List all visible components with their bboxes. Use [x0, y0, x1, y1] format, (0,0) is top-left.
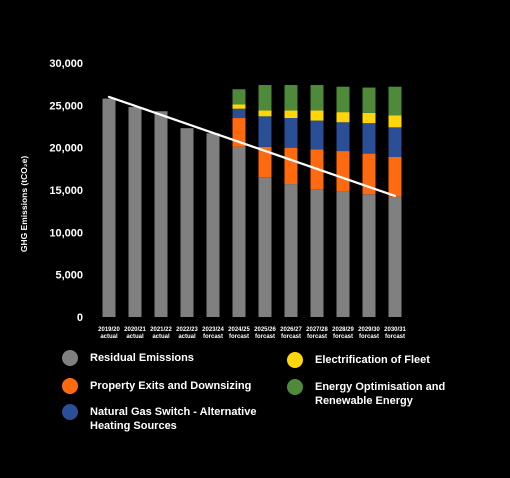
- bar-electrification-of-fleet-2025-26: [258, 110, 272, 117]
- bar-energy-optimisation-and-renewable-energy-2024-25: [232, 89, 246, 105]
- x-tick-label-status: forcast: [307, 334, 327, 340]
- bar-property-exits-and-downsizing-2026-27: [284, 147, 298, 185]
- bar-electrification-of-fleet-2027-28: [310, 110, 324, 121]
- bar-residual-emissions-2020-21: [128, 107, 142, 317]
- bar-natural-gas-switch-alternative-heating-sources-2028-29: [336, 122, 350, 152]
- x-tick-label-year: 2021/22: [150, 327, 172, 333]
- y-tick-label: 0: [77, 312, 83, 324]
- y-tick-label: 20,000: [49, 143, 83, 155]
- y-axis-ticks: 0 5,000 10,000 15,000 20,000 25,000 30,000: [49, 58, 83, 324]
- bar-residual-emissions-2026-27: [284, 184, 298, 317]
- bar-electrification-of-fleet-2030-31: [388, 115, 402, 128]
- x-tick-label-year: 2025/26: [254, 327, 276, 333]
- bar-electrification-of-fleet-2028-29: [336, 112, 350, 123]
- x-tick-label-status: forcast: [203, 334, 223, 340]
- bar-property-exits-and-downsizing-2025-26: [258, 146, 272, 178]
- x-tick-label-status: actual: [178, 334, 196, 340]
- x-axis-ticks: 2019/20actual2020/21actual2021/22actual2…: [98, 327, 406, 340]
- x-tick-label-status: forcast: [385, 334, 405, 340]
- bar-residual-emissions-2019-20: [102, 98, 116, 317]
- x-tick-label-year: 2026/27: [280, 327, 302, 333]
- x-tick-label-status: forcast: [229, 334, 249, 340]
- x-tick-label-status: forcast: [333, 334, 353, 340]
- bar-residual-emissions-2023-24: [206, 133, 220, 317]
- x-tick-label-status: actual: [100, 334, 118, 340]
- bar-natural-gas-switch-alternative-heating-sources-2029-30: [362, 123, 376, 154]
- x-tick-label-year: 2028/29: [332, 327, 354, 333]
- x-tick-label-year: 2022/23: [176, 327, 198, 333]
- bar-residual-emissions-2027-28: [310, 189, 324, 317]
- bar-natural-gas-switch-alternative-heating-sources-2026-27: [284, 118, 298, 148]
- x-tick-label-status: actual: [152, 334, 170, 340]
- x-tick-label-year: 2019/20: [98, 327, 120, 333]
- bar-residual-emissions-2029-30: [362, 194, 376, 317]
- y-tick-label: 5,000: [55, 270, 83, 282]
- bar-residual-emissions-2025-26: [258, 177, 272, 317]
- bar-residual-emissions-2030-31: [388, 196, 402, 317]
- bar-electrification-of-fleet-2024-25: [232, 104, 246, 109]
- bars-group: [102, 85, 402, 317]
- bar-energy-optimisation-and-renewable-energy-2030-31: [388, 86, 402, 116]
- x-tick-label-status: forcast: [255, 334, 275, 340]
- y-tick-label: 15,000: [49, 185, 83, 197]
- bar-property-exits-and-downsizing-2029-30: [362, 153, 376, 195]
- trend-line: [107, 95, 397, 198]
- x-tick-label-year: 2020/21: [124, 327, 146, 333]
- x-tick-label-year: 2023/24: [202, 327, 224, 333]
- x-tick-label-year: 2029/30: [358, 327, 380, 333]
- bar-natural-gas-switch-alternative-heating-sources-2025-26: [258, 116, 272, 147]
- bar-energy-optimisation-and-renewable-energy-2025-26: [258, 85, 272, 111]
- x-tick-label-year: 2027/28: [306, 327, 328, 333]
- x-tick-label-status: forcast: [359, 334, 379, 340]
- y-tick-label: 10,000: [49, 227, 83, 239]
- bar-energy-optimisation-and-renewable-energy-2029-30: [362, 87, 376, 113]
- bar-property-exits-and-downsizing-2030-31: [388, 156, 402, 197]
- bar-electrification-of-fleet-2029-30: [362, 112, 376, 124]
- y-tick-label: 25,000: [49, 100, 83, 112]
- bar-energy-optimisation-and-renewable-energy-2028-29: [336, 86, 350, 113]
- bar-residual-emissions-2021-22: [154, 111, 168, 317]
- x-tick-label-year: 2024/25: [228, 327, 250, 333]
- bar-residual-emissions-2022-23: [180, 128, 194, 317]
- bar-energy-optimisation-and-renewable-energy-2027-28: [310, 85, 324, 111]
- x-tick-label-year: 2030/31: [384, 327, 406, 333]
- bar-electrification-of-fleet-2026-27: [284, 110, 298, 119]
- bar-natural-gas-switch-alternative-heating-sources-2027-28: [310, 120, 324, 150]
- y-tick-label: 30,000: [49, 58, 83, 70]
- bar-natural-gas-switch-alternative-heating-sources-2030-31: [388, 127, 402, 157]
- bar-residual-emissions-2028-29: [336, 191, 350, 317]
- bar-property-exits-and-downsizing-2028-29: [336, 151, 350, 192]
- y-axis-label: GHG Emissions (tCO₂e): [19, 156, 29, 253]
- bar-natural-gas-switch-alternative-heating-sources-2024-25: [232, 108, 246, 119]
- bar-energy-optimisation-and-renewable-energy-2026-27: [284, 85, 298, 111]
- x-tick-label-status: actual: [126, 334, 144, 340]
- bar-residual-emissions-2024-25: [232, 146, 246, 317]
- x-tick-label-status: forcast: [281, 334, 301, 340]
